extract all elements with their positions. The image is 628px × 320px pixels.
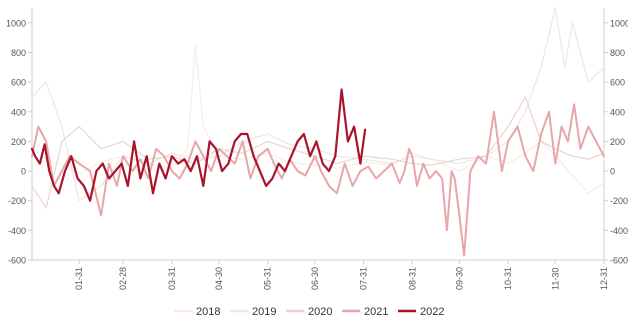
y-tick-label-left: -400	[8, 226, 26, 236]
y-tick-label-right: -400	[610, 226, 628, 236]
y-tick-label-right: -600	[610, 256, 628, 266]
y-tick-label-left: 800	[11, 48, 26, 58]
series-line-2022	[30, 88, 367, 202]
x-tick-label: 04-30	[214, 267, 224, 290]
x-tick-label: 06-30	[310, 267, 320, 290]
series-line-2018	[31, 44, 605, 194]
y-tick-label-right: 200	[610, 137, 625, 147]
series-lines	[30, 7, 605, 257]
y-tick-label-left: 600	[11, 78, 26, 88]
legend-item-2018[interactable]: 2018	[174, 306, 220, 318]
x-tick-label: 01-31	[74, 267, 84, 290]
y-tick-label-right: 600	[610, 78, 625, 88]
y-tick-label-left: 0	[21, 167, 26, 177]
legend-item-2021[interactable]: 2021	[342, 306, 388, 318]
legend-item-2022[interactable]: 2022	[398, 306, 444, 318]
y-tick-label-left: -600	[8, 256, 26, 266]
x-tick-label: 02-28	[118, 267, 128, 290]
x-tick-label: 12-31	[599, 267, 609, 290]
y-tick-label-left: -200	[8, 196, 26, 206]
series-line-2019	[31, 7, 605, 202]
y-tick-label-right: 1000	[610, 18, 628, 28]
x-tick-label: 11-30	[550, 268, 560, 290]
legend-label: 2021	[364, 306, 388, 318]
legend-item-2020[interactable]: 2020	[286, 306, 332, 318]
x-tick-label: 10-31	[503, 267, 513, 290]
legend-label: 2022	[420, 306, 444, 318]
series-line-2020	[31, 96, 605, 209]
y-axis-right: -600 -400 -200 0 200 400 600 800 1000	[604, 18, 628, 266]
legend-label: 2020	[308, 306, 332, 318]
y-tick-label-left: 400	[11, 107, 26, 117]
y-tick-label-left: 1000	[6, 18, 26, 28]
legend[interactable]: 2018 2019 2020 2021 2022	[174, 306, 444, 318]
legend-item-2019[interactable]: 2019	[230, 306, 276, 318]
x-tick-label: 07-31	[359, 267, 369, 290]
legend-label: 2018	[196, 306, 220, 318]
y-tick-label-left: 200	[11, 137, 26, 147]
x-tick-label: 03-31	[167, 267, 177, 290]
series-line-2021	[31, 103, 605, 257]
y-axis-left: -600 -400 -200 0 200 400 600 800 1000	[6, 18, 32, 266]
axes	[31, 8, 605, 261]
y-tick-label-right: -200	[610, 196, 628, 206]
x-tick-label: 09-30	[454, 267, 464, 290]
x-tick-label: 05-31	[263, 267, 273, 290]
y-tick-label-right: 400	[610, 107, 625, 117]
legend-label: 2019	[252, 306, 276, 318]
x-tick-label: 08-31	[407, 267, 417, 290]
x-axis: 01-31 02-28 03-31 04-30 05-31 06-30 07-31 08-31…	[74, 260, 609, 290]
y-tick-label-right: 800	[610, 48, 625, 58]
y-tick-label-right: 0	[610, 167, 615, 177]
